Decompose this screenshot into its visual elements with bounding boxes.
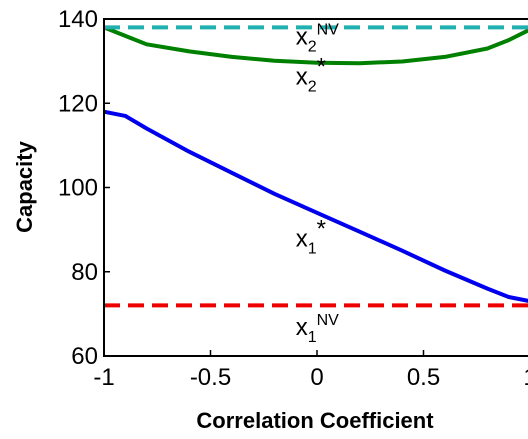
y-axis-title: Capacity: [12, 140, 37, 232]
series-line-x2-star: [103, 25, 528, 66]
y-tick-label: 80: [71, 259, 98, 286]
y-tick-label: 120: [58, 90, 98, 117]
x-tick-label: 0: [310, 364, 323, 391]
annotation-x2s: x2*: [296, 53, 326, 95]
x-tick-label: -1: [93, 364, 114, 391]
x-tick-label: 0.5: [407, 364, 440, 391]
series-line-x1-star: [103, 109, 528, 303]
x-tick-label: -0.5: [190, 364, 231, 391]
plot-background: [104, 19, 528, 356]
x-axis-title: Correlation Coefficient: [196, 408, 434, 433]
annotation-x1nv: x1NV: [296, 312, 339, 346]
axis-layer: -1 -0.5 0 0.5 1 60 80 100 120 140: [58, 6, 528, 391]
y-tick-label: 60: [71, 343, 98, 370]
plot-area: [104, 19, 528, 356]
annotation-x1s: x1*: [296, 215, 326, 257]
y-tick-label: 100: [58, 175, 98, 202]
series-layer: [103, 25, 528, 308]
x-tick-label: 1: [523, 364, 528, 391]
annotation-x2nv: x2NV: [296, 21, 339, 55]
y-tick-label: 140: [58, 6, 98, 33]
